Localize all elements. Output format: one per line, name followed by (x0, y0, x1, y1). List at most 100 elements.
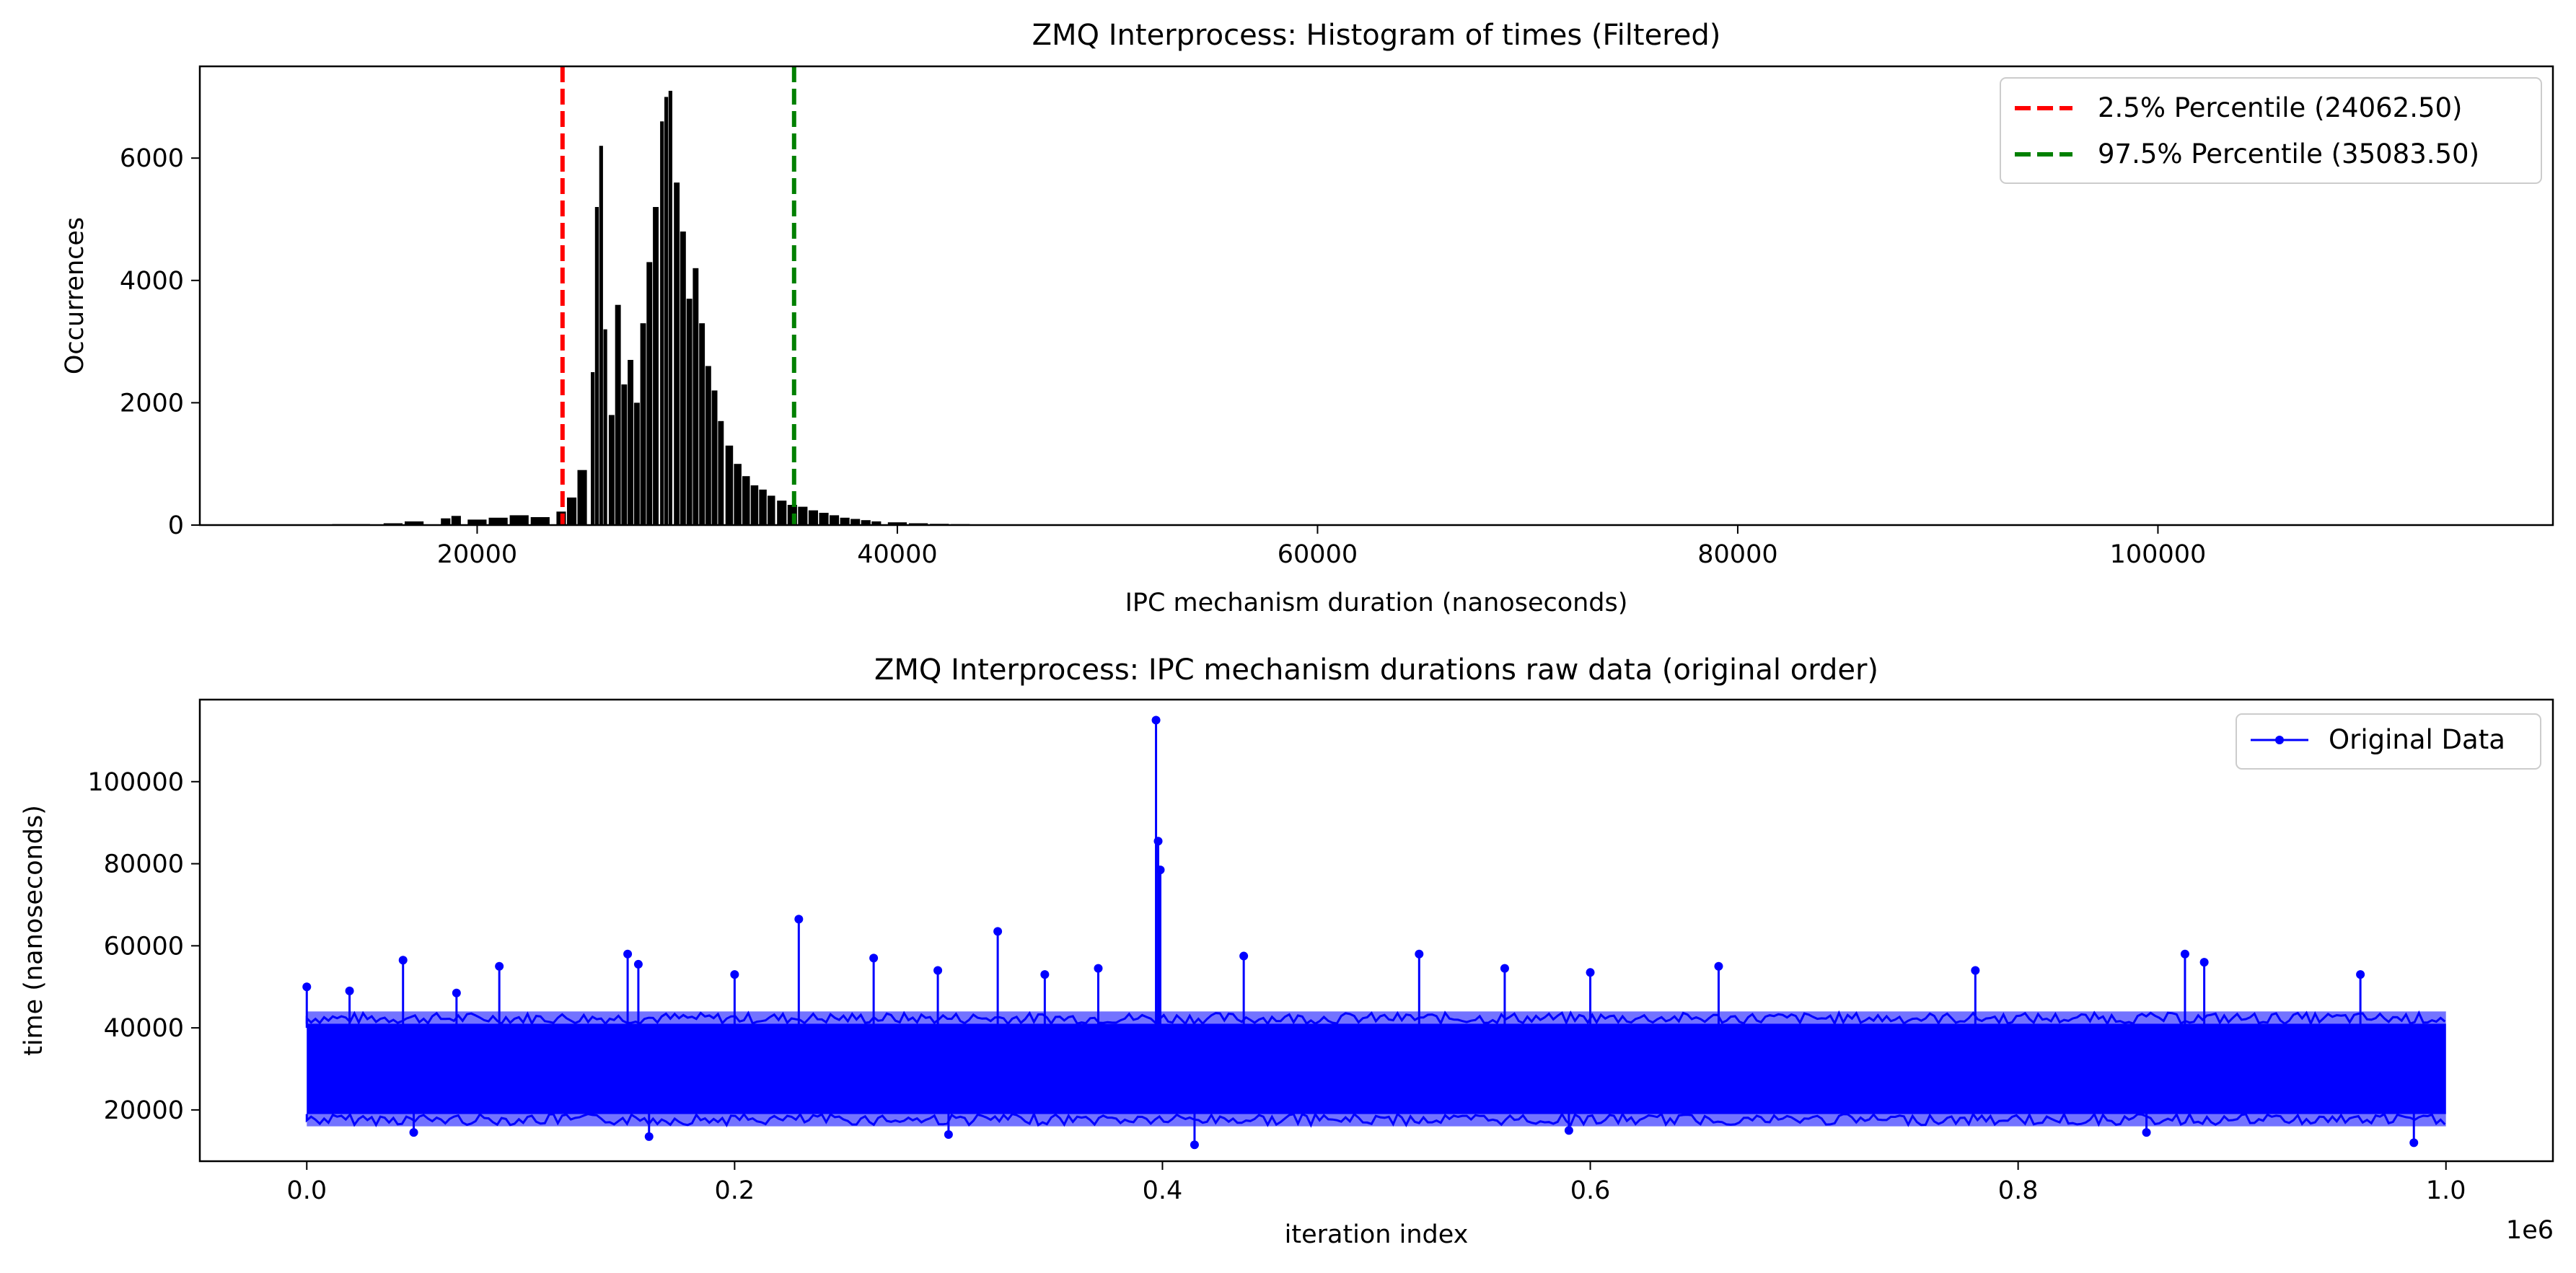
series-point (302, 982, 312, 992)
raw-data-y-label: time (nanoseconds) (19, 805, 48, 1056)
histogram-x-label: IPC mechanism duration (nanoseconds) (1125, 589, 1628, 617)
raw-data-title: ZMQ Interprocess: IPC mechanism duration… (874, 653, 1878, 687)
legend-label-97.5-percentile: 97.5% Percentile (35083.50) (2098, 138, 2479, 169)
histogram-y-ticks: 0 2000 4000 6000 (120, 144, 200, 540)
series-point (1040, 970, 1050, 979)
histogram-bar (711, 390, 718, 525)
histogram-bar (705, 366, 711, 525)
series-point (1239, 951, 1249, 961)
series-point (944, 1130, 953, 1140)
raw-data-x-ticks: 0.0 0.2 0.4 0.6 0.8 1.0 (286, 1161, 2466, 1205)
histogram-bar (850, 519, 861, 525)
histogram-axes-frame (198, 65, 2554, 527)
series-point (1190, 1140, 1199, 1150)
histogram-bar (646, 262, 653, 525)
series-point (2180, 949, 2189, 959)
histogram-bar (808, 510, 818, 525)
series-point (730, 970, 739, 979)
histogram-bar (577, 470, 587, 525)
histogram-bar (653, 207, 659, 525)
series-point (1564, 1126, 1573, 1135)
x-tick-label: 0.0 (286, 1176, 327, 1205)
x-tick-label: 20000 (437, 540, 517, 569)
histogram-bar (742, 476, 750, 525)
raw-data-x-label: iteration index (1285, 1220, 1469, 1249)
series-point (1094, 964, 1103, 973)
histogram-bar (615, 304, 621, 525)
series-upper-edge (305, 1010, 2446, 1026)
histogram-bar (798, 506, 808, 525)
histogram-bar (660, 121, 664, 526)
series-point (633, 959, 643, 969)
series-point (1586, 968, 1595, 977)
raw-data-x-offset: 1e6 (2506, 1216, 2554, 1245)
histogram-title: ZMQ Interprocess: Histogram of times (Fi… (1032, 19, 1721, 52)
histogram-bar (768, 495, 775, 525)
raw-data-legend-box (2236, 713, 2541, 770)
y-tick-label: 60000 (104, 932, 184, 961)
series-core (307, 1023, 2446, 1114)
histogram-bar (759, 489, 767, 525)
series-point (398, 956, 408, 965)
original-data-series (302, 715, 2446, 1150)
series-point (2356, 970, 2365, 979)
x-tick-label: 0.2 (715, 1176, 755, 1205)
series-point (1500, 964, 1509, 973)
series-point (794, 915, 804, 924)
histogram-bar (819, 513, 829, 525)
y-tick-label: 2000 (120, 389, 184, 418)
histogram-x-ticks: 20000 40000 60000 80000 100000 (437, 525, 2206, 569)
y-tick-label: 20000 (104, 1096, 184, 1125)
histogram-bar (640, 323, 646, 525)
x-tick-label: 0.4 (1143, 1176, 1183, 1205)
histogram-bars (306, 90, 1279, 526)
series-point (452, 988, 461, 997)
histogram-bar (603, 329, 607, 525)
series-point (1153, 837, 1163, 846)
histogram-bar (608, 415, 615, 525)
histogram-bar (594, 207, 599, 525)
histogram-bar (680, 232, 686, 525)
histogram-panel: ZMQ Interprocess: Histogram of times (Fi… (61, 19, 2554, 617)
histogram-bar (718, 420, 724, 525)
histogram-bar (591, 372, 595, 525)
histogram-bar (686, 299, 693, 525)
percentile-lines (560, 66, 796, 525)
series-point (1971, 966, 1980, 975)
histogram-legend-box (2000, 77, 2542, 184)
series-point (993, 927, 1003, 936)
series-point (933, 966, 943, 975)
series-point (644, 1132, 654, 1141)
histogram-bar (509, 515, 529, 525)
series-point (1415, 949, 1424, 959)
series-point (409, 1128, 418, 1137)
x-tick-label: 80000 (1697, 540, 1777, 569)
histogram-y-label: Occurrences (61, 217, 89, 374)
y-tick-label: 80000 (104, 850, 184, 879)
series-point (345, 986, 354, 995)
y-tick-label: 4000 (120, 267, 184, 296)
legend-label-original-data: Original Data (2329, 724, 2505, 755)
x-tick-label: 0.8 (1998, 1176, 2039, 1205)
histogram-bar (750, 485, 759, 525)
x-tick-label: 100000 (2110, 540, 2207, 569)
series-point (495, 961, 504, 971)
histogram-bar (668, 90, 672, 525)
histogram-legend: 2.5% Percentile (24062.50) 97.5% Percent… (2000, 77, 2542, 184)
histogram-bar (567, 497, 577, 525)
legend-label-2.5-percentile: 2.5% Percentile (24062.50) (2098, 92, 2462, 123)
x-tick-label: 60000 (1278, 540, 1358, 569)
series-point (1151, 715, 1161, 725)
y-tick-label: 6000 (120, 144, 184, 173)
histogram-bar (633, 402, 640, 525)
y-tick-label: 0 (168, 511, 184, 540)
raw-data-legend: Original Data (2236, 713, 2541, 770)
histogram-bar (693, 268, 699, 525)
histogram-bar (861, 520, 871, 525)
histogram-bar (725, 445, 734, 525)
y-tick-label: 100000 (87, 768, 184, 797)
series-point (1714, 961, 1723, 971)
histogram-bar (599, 146, 603, 525)
series-point (2142, 1128, 2151, 1137)
